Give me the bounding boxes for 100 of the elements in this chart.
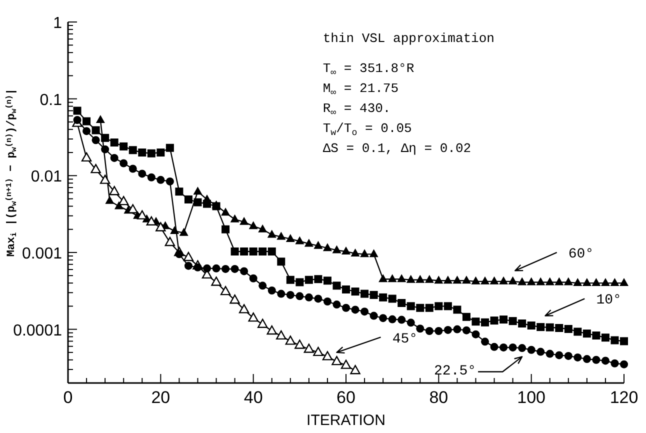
point [425, 304, 434, 312]
point [285, 336, 296, 345]
point [118, 196, 129, 206]
annotation: T$_{∞}$ = 351.8°R [322, 61, 414, 78]
point [322, 243, 332, 252]
y-tick-label: 0.01 [30, 168, 62, 186]
point [296, 278, 304, 286]
point [128, 204, 138, 214]
point [398, 298, 406, 307]
point [90, 164, 101, 174]
point [240, 267, 248, 276]
point [100, 174, 110, 184]
point [425, 327, 434, 336]
point [73, 116, 82, 124]
point [499, 276, 508, 284]
point [258, 318, 268, 328]
point [138, 148, 146, 157]
point [416, 324, 424, 333]
x-tick-label: 120 [610, 388, 638, 407]
y-tick-label: 1 [53, 15, 62, 32]
point [582, 330, 591, 338]
point [137, 210, 148, 220]
point [527, 322, 536, 330]
point [286, 234, 295, 242]
point [294, 340, 305, 349]
point [351, 288, 360, 296]
point [582, 278, 592, 286]
point [313, 346, 324, 356]
point [304, 344, 314, 353]
point [267, 230, 276, 238]
point [175, 188, 184, 196]
point [351, 306, 360, 314]
point [258, 282, 267, 290]
x-tick-label: 0 [63, 388, 73, 407]
point [490, 276, 499, 284]
point [184, 195, 192, 204]
point [203, 200, 211, 208]
point [332, 282, 341, 290]
point [81, 152, 92, 162]
x-tick-label: 20 [151, 388, 170, 407]
point [610, 278, 620, 286]
point [120, 159, 128, 168]
point [156, 148, 165, 157]
point [322, 351, 333, 360]
point [379, 314, 388, 322]
point [220, 286, 231, 296]
annotation: R$_{∞}$ = 430. [322, 101, 391, 118]
point [564, 352, 572, 360]
point [304, 293, 313, 302]
point [314, 275, 322, 284]
point [240, 216, 249, 225]
point [323, 298, 332, 306]
point [96, 115, 105, 124]
point [304, 276, 313, 284]
point [508, 276, 518, 284]
point [101, 145, 110, 154]
point [276, 232, 286, 240]
point [340, 360, 352, 369]
point [481, 338, 489, 346]
point [490, 316, 498, 325]
point [601, 356, 610, 365]
point [444, 326, 452, 334]
point [238, 304, 250, 314]
annotation: T$_{w}$/T$_{o}$ = 0.05 [322, 121, 412, 138]
point [564, 324, 572, 333]
point [166, 144, 174, 152]
point [518, 277, 527, 286]
point [156, 176, 165, 184]
point [610, 336, 619, 344]
point [582, 355, 591, 364]
point [147, 173, 156, 182]
point [453, 306, 462, 314]
series-label: 22.5° [434, 363, 476, 380]
point [128, 146, 137, 154]
point [397, 274, 406, 282]
point [92, 126, 100, 134]
point [573, 278, 582, 286]
point [536, 323, 545, 332]
point [92, 136, 100, 144]
point [332, 245, 342, 254]
point [110, 138, 118, 147]
annotation: M$_{∞}$ = 21.75 [322, 81, 399, 98]
point [526, 277, 536, 286]
point [370, 290, 378, 299]
point [508, 343, 517, 352]
point [462, 312, 470, 321]
point [406, 318, 415, 327]
point [555, 351, 564, 360]
point [546, 323, 554, 332]
x-axis-title: ITERATION [306, 412, 386, 429]
point [564, 277, 573, 286]
point [369, 249, 378, 258]
point [416, 304, 424, 312]
point [184, 262, 192, 270]
point [545, 277, 554, 286]
point [183, 252, 194, 262]
point [146, 216, 156, 226]
point [323, 276, 332, 285]
point [230, 214, 240, 222]
point [212, 264, 220, 272]
